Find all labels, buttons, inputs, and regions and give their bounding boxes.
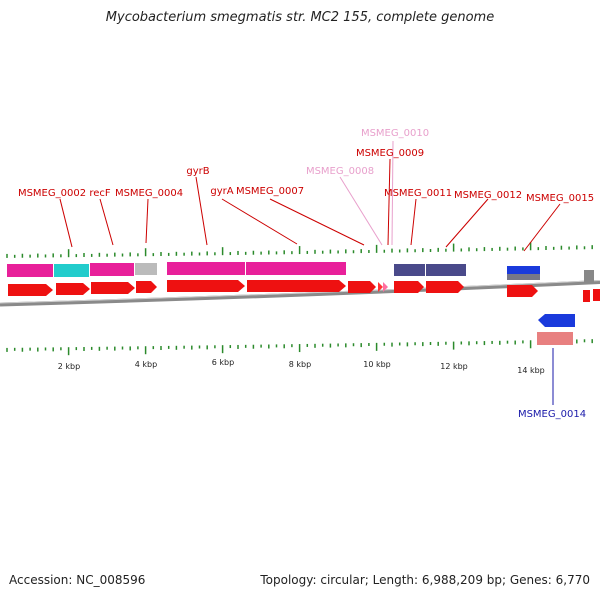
gene-arrow[interactable] xyxy=(247,280,346,292)
gene-arrow[interactable] xyxy=(8,284,53,296)
gene-label-msmeg-0002[interactable]: MSMEG_0002 xyxy=(18,188,86,199)
gene-arrow[interactable] xyxy=(507,285,538,297)
gene-arrow[interactable] xyxy=(91,282,135,294)
gene-arrow[interactable] xyxy=(593,289,600,301)
callout-line xyxy=(391,140,394,246)
tick-marks-lower xyxy=(6,339,593,356)
gene-track xyxy=(8,280,600,302)
gene-arrow[interactable] xyxy=(136,281,157,293)
feature-box[interactable] xyxy=(7,264,53,277)
gene-arrow[interactable] xyxy=(348,281,376,293)
feature-box[interactable] xyxy=(537,332,573,345)
feature-box[interactable] xyxy=(507,274,540,280)
callout-line xyxy=(59,198,73,248)
gene-label-msmeg-0011[interactable]: MSMEG_0011 xyxy=(384,188,452,199)
gene-arrow[interactable] xyxy=(394,281,424,293)
callout-line xyxy=(523,203,561,252)
callout-line xyxy=(99,198,114,246)
scale-label: 6 kbp xyxy=(212,358,234,367)
feature-box[interactable] xyxy=(246,262,346,275)
gene-label-gyrb[interactable]: gyrB xyxy=(186,166,209,177)
genome-summary-text: Topology: circular; Length: 6,988,209 bp… xyxy=(260,573,590,587)
scale-label: 14 kbp xyxy=(517,366,545,375)
gene-label-msmeg-0014[interactable]: MSMEG_0014 xyxy=(518,409,586,420)
scale-label: 4 kbp xyxy=(135,360,157,369)
feature-box[interactable] xyxy=(507,266,540,274)
gene-labels: MSMEG_0002 recF MSMEG_0004 gyrB gyrA MSM… xyxy=(18,128,594,420)
gene-arrow[interactable] xyxy=(383,282,388,292)
scale-label: 12 kbp xyxy=(440,362,468,371)
scale-label: 10 kbp xyxy=(363,360,391,369)
gene-label-msmeg-0015[interactable]: MSMEG_0015 xyxy=(526,193,594,204)
callout-lines xyxy=(59,140,561,405)
callout-line xyxy=(410,198,417,246)
map-title: Mycobacterium smegmatis str. MC2 155, co… xyxy=(105,10,495,25)
feature-box[interactable] xyxy=(54,264,89,277)
gene-label-msmeg-0010[interactable]: MSMEG_0010 xyxy=(361,128,429,139)
accession-text: Accession: NC_008596 xyxy=(9,573,146,587)
genome-backbone-highlight xyxy=(0,280,600,304)
scale-label: 2 kbp xyxy=(58,362,80,371)
gene-label-msmeg-0012[interactable]: MSMEG_0012 xyxy=(454,190,522,201)
feature-box[interactable] xyxy=(394,264,425,276)
gene-label-msmeg-0009[interactable]: MSMEG_0009 xyxy=(356,148,424,159)
callout-line xyxy=(339,176,383,246)
feature-box[interactable] xyxy=(426,264,466,276)
gene-arrow-reverse[interactable] xyxy=(538,314,575,327)
feature-track-upper xyxy=(7,262,594,283)
gene-arrow[interactable] xyxy=(583,290,590,302)
gene-label-msmeg-0007[interactable]: MSMEG_0007 xyxy=(236,186,304,197)
gene-label-msmeg-0008[interactable]: MSMEG_0008 xyxy=(306,166,374,177)
gene-arrow[interactable] xyxy=(378,282,383,292)
feature-box[interactable] xyxy=(167,262,245,275)
callout-line xyxy=(387,158,391,246)
gene-label-msmeg-0004[interactable]: MSMEG_0004 xyxy=(115,188,183,199)
feature-box[interactable] xyxy=(135,263,157,275)
callout-line xyxy=(145,198,149,244)
gene-arrow[interactable] xyxy=(56,283,90,295)
tick-marks-upper xyxy=(6,242,593,258)
gene-label-recf[interactable]: recF xyxy=(89,188,111,199)
feature-box[interactable] xyxy=(584,270,594,283)
feature-track-lower xyxy=(537,314,575,345)
callout-line xyxy=(269,198,365,246)
callout-line xyxy=(195,176,208,246)
feature-box[interactable] xyxy=(90,263,134,276)
scale-label: 8 kbp xyxy=(289,360,311,369)
callout-line xyxy=(445,198,489,248)
callout-line xyxy=(221,198,298,245)
gene-arrow[interactable] xyxy=(167,280,245,292)
gene-label-gyra[interactable]: gyrA xyxy=(210,186,233,197)
gene-arrow[interactable] xyxy=(426,281,464,293)
scale-labels: 2 kbp 4 kbp 6 kbp 8 kbp 10 kbp 12 kbp 14… xyxy=(58,358,545,375)
